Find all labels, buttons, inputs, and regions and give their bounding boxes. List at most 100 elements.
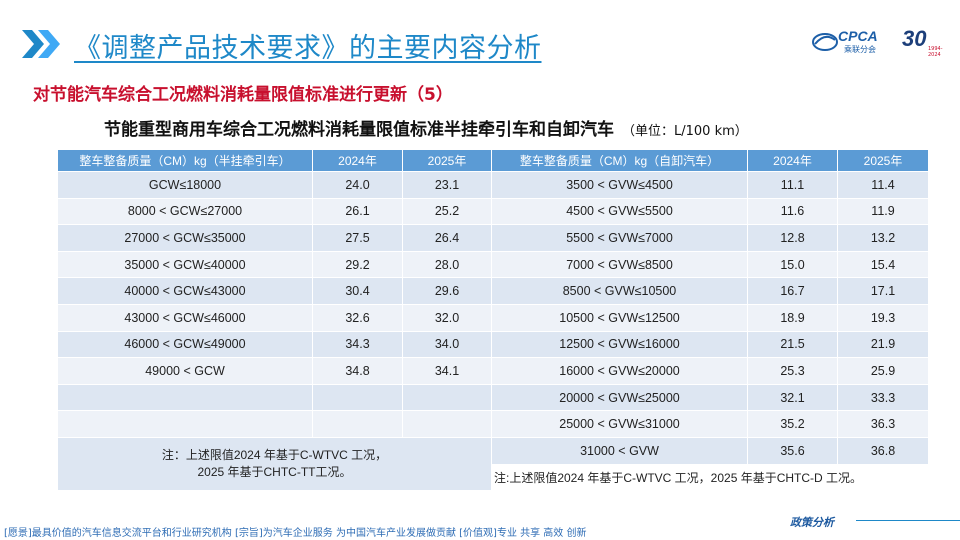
table-cell: 25.9 <box>837 357 929 385</box>
table-cell: 25.2 <box>402 197 492 226</box>
table-cell: 40000 < GCW≤43000 <box>57 277 313 305</box>
column-header: 整车整备质量（CM）kg（半挂牵引车） <box>57 149 313 172</box>
table-unit: （单位：L/100 km） <box>622 124 748 139</box>
table-cell: 12.8 <box>747 224 838 252</box>
table-cell: 27000 < GCW≤35000 <box>57 224 313 252</box>
column-header: 2025年 <box>837 149 929 172</box>
table-cell <box>312 410 403 438</box>
table-cell: 29.6 <box>402 277 492 305</box>
table-cell: 16000 < GVW≤20000 <box>491 357 748 385</box>
table-cell: 25.3 <box>747 357 838 385</box>
table-cell: 11.1 <box>747 171 838 199</box>
table-cell: GCW≤18000 <box>57 171 313 199</box>
table-cell: 5500 < GVW≤7000 <box>491 224 748 252</box>
footer-divider <box>856 520 960 521</box>
table-cell: 11.4 <box>837 171 929 199</box>
logo-subtext: 乘联分会 <box>844 45 876 54</box>
table-cell: 34.1 <box>402 357 492 385</box>
table-cell: 26.1 <box>312 197 403 226</box>
table-cell: 27.5 <box>312 224 403 252</box>
table-cell: 23.1 <box>402 171 492 199</box>
footer-text: [愿景]最具价值的汽车信息交流平台和行业研究机构 [宗旨]为汽车企业服务 为中国… <box>4 528 587 539</box>
table-row: 注：上述限值2024 年基于C-WTVC 工况， 2025 年基于CHTC-TT… <box>57 436 929 492</box>
table-row: 43000 < GCW≤46000 32.6 32.0 10500 < GVW≤… <box>57 303 929 332</box>
table-cell: 30.4 <box>312 277 403 305</box>
column-header: 2025年 <box>402 149 492 172</box>
column-header: 2024年 <box>312 149 403 172</box>
table-cell: 25000 < GVW≤31000 <box>491 410 748 438</box>
table-cell: 7000 < GVW≤8500 <box>491 250 748 279</box>
table-cell: 26.4 <box>402 224 492 252</box>
table-cell: 46000 < GCW≤49000 <box>57 330 313 359</box>
table-cell: 17.1 <box>837 277 929 305</box>
anniversary-badge: 30 <box>902 26 927 51</box>
table-cell: 4500 < GVW≤5500 <box>491 197 748 226</box>
table-cell: 19.3 <box>837 303 929 332</box>
table-row: 27000 < GCW≤35000 27.5 26.4 5500 < GVW≤7… <box>57 224 929 252</box>
table-row: 40000 < GCW≤43000 30.4 29.6 8500 < GVW≤1… <box>57 277 929 305</box>
table-cell: 20000 < GVW≤25000 <box>491 383 748 412</box>
table-cell: 43000 < GCW≤46000 <box>57 303 313 332</box>
table-row: 8000 < GCW≤27000 26.1 25.2 4500 < GVW≤55… <box>57 197 929 226</box>
table-row: GCW≤18000 24.0 23.1 3500 < GVW≤4500 11.1… <box>57 171 929 199</box>
table-cell: 12500 < GVW≤16000 <box>491 330 748 359</box>
table-cell: 11.6 <box>747 197 838 226</box>
table-row: 20000 < GVW≤25000 32.1 33.3 <box>57 383 929 412</box>
logo: CPCA 乘联分会 30 1994-2024 <box>812 26 952 58</box>
table-cell: 35000 < GCW≤40000 <box>57 250 313 279</box>
note-line: 注：上述限值2024 年基于C-WTVC 工况， <box>161 448 388 463</box>
table-title-text: 节能重型商用车综合工况燃料消耗量限值标准半挂牵引车和自卸汽车 <box>104 120 614 140</box>
table-cell: 34.0 <box>402 330 492 359</box>
table-cell <box>57 410 313 438</box>
table-row: 注:上述限值2024 年基于C-WTVC 工况，2025 年基于CHTC-D 工… <box>58 463 929 492</box>
table-row: 35000 < GCW≤40000 29.2 28.0 7000 < GVW≤8… <box>57 250 929 279</box>
table-cell: 15.0 <box>747 250 838 279</box>
table-cell: 15.4 <box>837 250 929 279</box>
table-cell: 11.9 <box>837 197 929 226</box>
table-cell <box>402 383 492 412</box>
limits-table: 整车整备质量（CM）kg（半挂牵引车） 2024年 2025年 整车整备质量（C… <box>57 149 929 492</box>
table-cell: 28.0 <box>402 250 492 279</box>
table-cell <box>312 383 403 412</box>
table-cell: 3500 < GVW≤4500 <box>491 171 748 199</box>
table-title: 节能重型商用车综合工况燃料消耗量限值标准半挂牵引车和自卸汽车 （单位：L/100 … <box>104 115 748 140</box>
table-cell: 36.8 <box>837 436 929 465</box>
table-note-left: 注：上述限值2024 年基于C-WTVC 工况， 2025 年基于CHTC-TT… <box>57 436 492 492</box>
table-header-row: 整车整备质量（CM）kg（半挂牵引车） 2024年 2025年 整车整备质量（C… <box>57 149 929 172</box>
table-cell: 10500 < GVW≤12500 <box>491 303 748 332</box>
column-header: 整车整备质量（CM）kg（自卸汽车） <box>491 149 748 172</box>
column-header: 2024年 <box>747 149 838 172</box>
table-row: 46000 < GCW≤49000 34.3 34.0 12500 < GVW≤… <box>57 330 929 359</box>
table-cell <box>402 410 492 438</box>
table-cell: 34.8 <box>312 357 403 385</box>
table-cell: 35.2 <box>747 410 838 438</box>
table-cell: 34.3 <box>312 330 403 359</box>
table-cell: 21.9 <box>837 330 929 359</box>
table-note-right: 注:上述限值2024 年基于C-WTVC 工况，2025 年基于CHTC-D 工… <box>491 463 929 492</box>
table-cell: 35.6 <box>747 436 838 465</box>
table-cell: 32.6 <box>312 303 403 332</box>
table-cell <box>57 383 313 412</box>
table-cell: 31000 < GVW <box>491 436 748 465</box>
table-cell: 21.5 <box>747 330 838 359</box>
table-cell: 13.2 <box>837 224 929 252</box>
table-cell: 33.3 <box>837 383 929 412</box>
table-cell: 29.2 <box>312 250 403 279</box>
footer-brand: 政策分析 <box>790 516 834 529</box>
table-cell: 36.3 <box>837 410 929 438</box>
note-line: 2025 年基于CHTC-TT工况。 <box>197 465 352 480</box>
table-cell: 24.0 <box>312 171 403 199</box>
logo-text: CPCA <box>838 28 878 44</box>
section-heading: 对节能汽车综合工况燃料消耗量限值标准进行更新（5） <box>33 85 453 105</box>
table-cell: 49000 < GCW <box>57 357 313 385</box>
car-logo-icon <box>812 33 838 51</box>
table-cell: 32.1 <box>747 383 838 412</box>
table-cell: 16.7 <box>747 277 838 305</box>
table-cell: 18.9 <box>747 303 838 332</box>
table-row: 25000 < GVW≤31000 35.2 36.3 <box>57 410 929 438</box>
anniversary-years: 1994-2024 <box>928 46 943 58</box>
table-cell: 32.0 <box>402 303 492 332</box>
table-cell: 8000 < GCW≤27000 <box>57 197 313 226</box>
page-title: 《调整产品技术要求》的主要内容分析 <box>74 33 542 64</box>
table-row: 49000 < GCW 34.8 34.1 16000 < GVW≤20000 … <box>57 357 929 385</box>
